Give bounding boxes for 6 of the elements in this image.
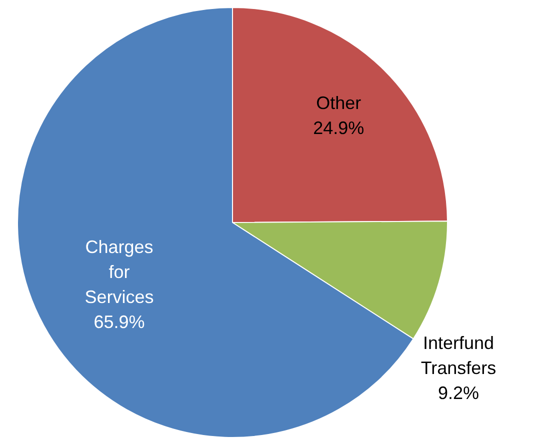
slice-label: Interfund Transfers xyxy=(420,332,496,378)
data-label: 65.9% xyxy=(94,312,145,332)
slice-label: Charges for Services xyxy=(84,236,154,307)
slice-label: Other xyxy=(316,93,362,114)
data-label: 24.9% xyxy=(313,118,364,138)
data-label: 9.2% xyxy=(438,382,480,403)
